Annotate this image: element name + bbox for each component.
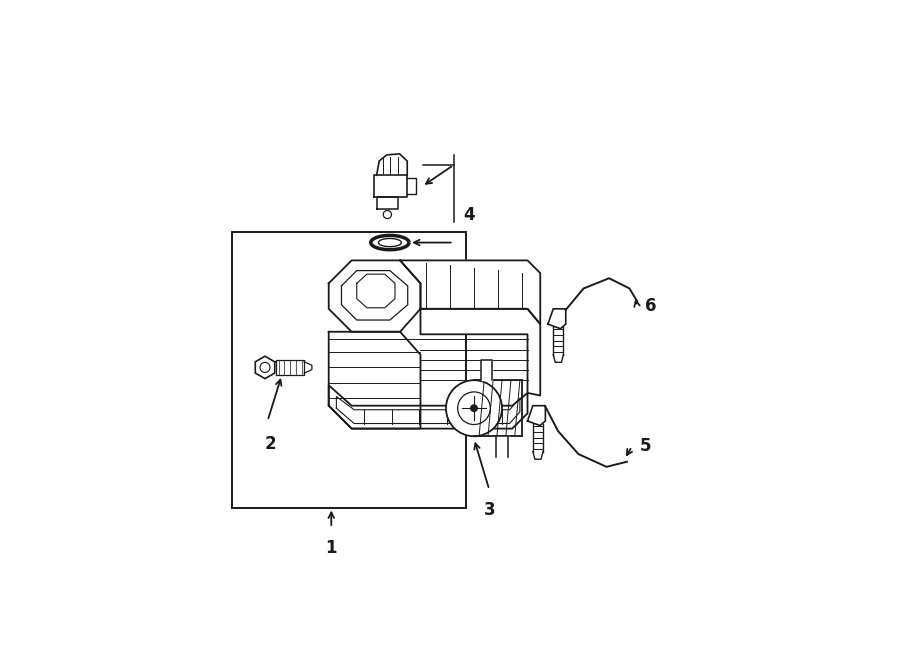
Circle shape [446, 380, 502, 436]
Polygon shape [276, 360, 304, 375]
Text: 2: 2 [265, 435, 276, 453]
Polygon shape [328, 332, 420, 428]
Polygon shape [400, 260, 540, 324]
Polygon shape [474, 380, 522, 436]
Polygon shape [420, 308, 540, 395]
Polygon shape [376, 154, 407, 175]
Text: 1: 1 [326, 540, 337, 557]
Polygon shape [304, 361, 312, 373]
Polygon shape [407, 178, 417, 194]
Polygon shape [527, 406, 545, 426]
Polygon shape [328, 260, 420, 332]
Polygon shape [497, 436, 508, 457]
Text: 3: 3 [483, 501, 495, 519]
Text: 5: 5 [640, 438, 652, 455]
Circle shape [383, 211, 392, 218]
Polygon shape [554, 326, 563, 355]
Polygon shape [533, 424, 543, 451]
Bar [232, 232, 466, 508]
Polygon shape [256, 356, 274, 379]
Text: 6: 6 [644, 297, 656, 315]
Polygon shape [533, 451, 543, 459]
Text: 4: 4 [463, 205, 474, 224]
Polygon shape [554, 355, 563, 362]
Circle shape [471, 404, 478, 412]
Polygon shape [328, 385, 527, 428]
Polygon shape [374, 175, 407, 197]
Polygon shape [376, 197, 398, 209]
Polygon shape [482, 360, 492, 380]
Polygon shape [548, 308, 566, 329]
